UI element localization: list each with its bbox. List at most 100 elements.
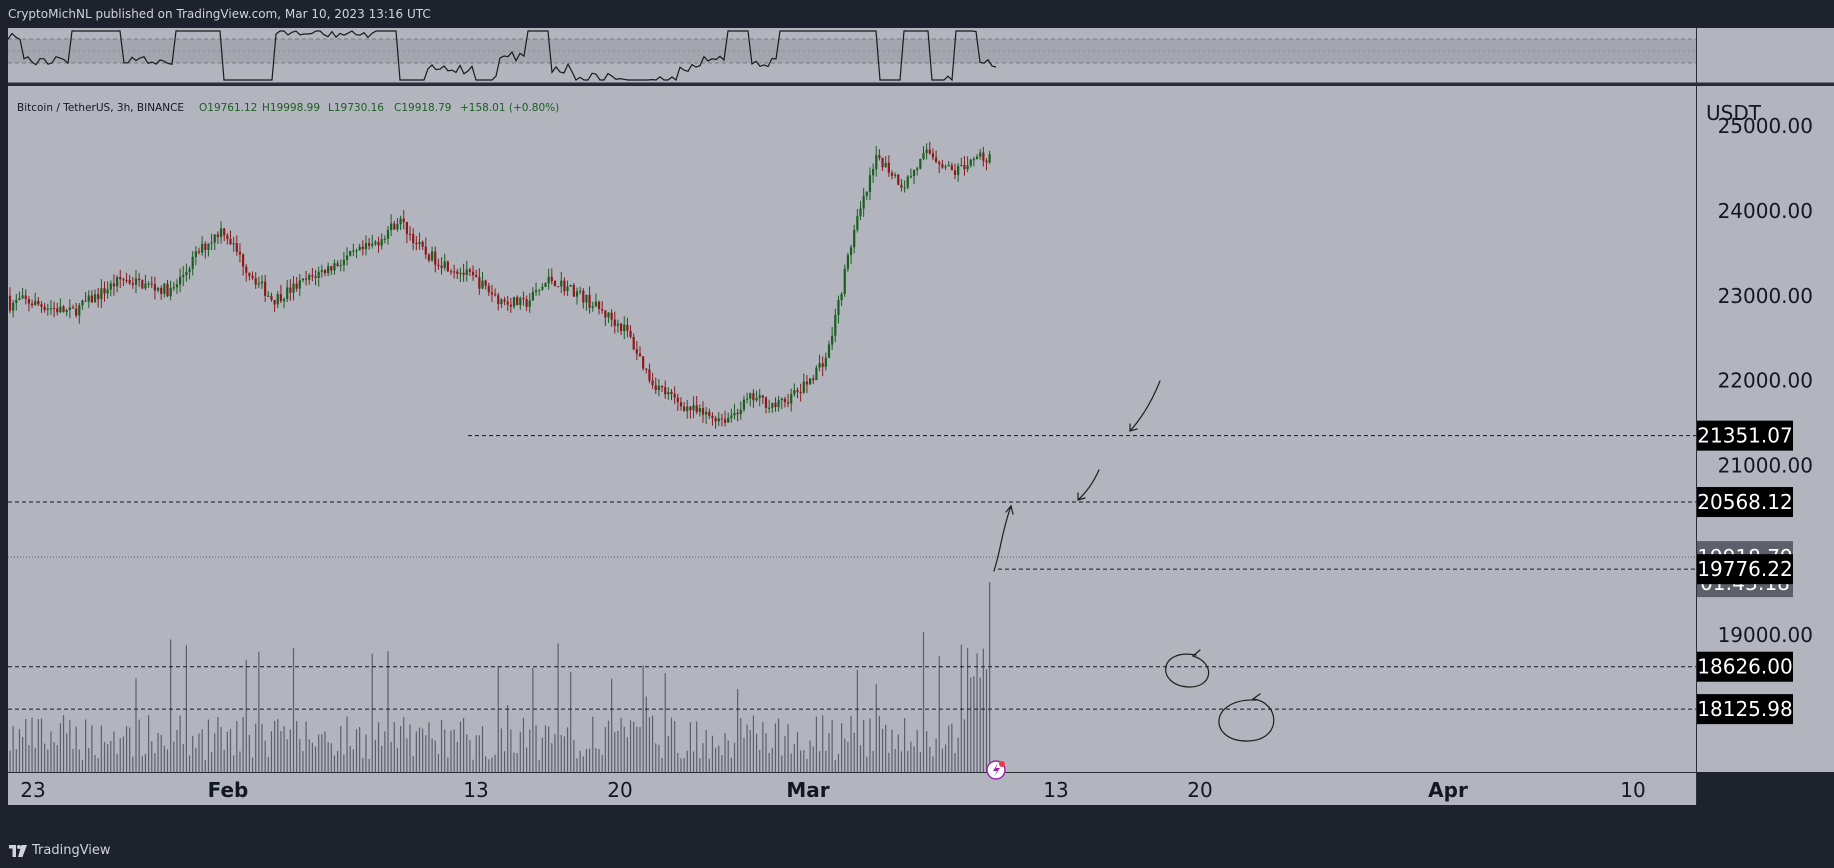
volume-bar	[459, 721, 462, 772]
candle	[953, 163, 957, 180]
candle	[642, 356, 645, 371]
candle	[8, 287, 12, 314]
candle	[887, 155, 890, 177]
volume-bar	[173, 741, 175, 772]
volume-bar	[856, 670, 858, 772]
volume-bar	[598, 749, 600, 772]
candle	[846, 252, 849, 273]
volume-bar	[280, 731, 282, 772]
volume-bar	[485, 756, 487, 772]
volume-bar	[122, 736, 124, 772]
candle	[402, 210, 405, 230]
bounce-arrow-annotation	[993, 505, 1012, 572]
candle	[282, 297, 286, 309]
candle	[490, 284, 494, 303]
volume-bar	[724, 733, 726, 772]
volume-bar	[516, 753, 518, 772]
volume-bar	[916, 730, 918, 772]
volume-bar	[362, 757, 364, 772]
volume-bar	[680, 758, 682, 772]
volume-bar	[22, 736, 24, 772]
candle	[969, 158, 972, 168]
candle	[758, 389, 761, 407]
candle	[109, 280, 112, 297]
candle	[534, 282, 538, 296]
volume-bar	[793, 744, 795, 772]
circle-annotation-upper	[1165, 649, 1210, 688]
candle	[679, 397, 683, 411]
candle	[194, 246, 197, 266]
tradingview-brand[interactable]: TradingView	[9, 843, 111, 858]
candle	[594, 293, 597, 307]
candle	[119, 269, 122, 289]
time-axis-label: Mar	[786, 778, 829, 802]
legend-close: C19918.79	[394, 102, 451, 114]
candle	[197, 247, 201, 255]
volume-bar	[211, 752, 213, 772]
candle	[349, 250, 352, 257]
volume-bar	[422, 728, 424, 772]
candle	[188, 266, 191, 280]
candle	[471, 265, 475, 281]
price-chart[interactable]: Bitcoin / TetherUS, 3h, BINANCE O19761.1…	[8, 28, 1834, 834]
time-axis-label: 20	[607, 778, 632, 802]
volume-bar	[179, 715, 181, 772]
candle	[210, 233, 213, 250]
volume-bar	[81, 759, 84, 772]
candle	[988, 150, 991, 165]
candle	[894, 172, 897, 179]
volume-bar	[796, 731, 799, 772]
candle	[512, 296, 516, 309]
candle	[453, 264, 456, 279]
candle	[478, 268, 481, 295]
events-icon[interactable]	[986, 760, 1006, 780]
volume-bar	[85, 719, 87, 772]
candle	[919, 158, 922, 170]
candle	[323, 268, 327, 277]
candle	[103, 281, 106, 302]
candle	[43, 303, 46, 313]
candle	[330, 265, 333, 275]
candle	[440, 257, 443, 275]
volume-bar	[292, 648, 295, 772]
candle	[654, 377, 657, 394]
volume-bar	[305, 721, 307, 772]
candle	[131, 277, 134, 289]
volume-bar	[116, 753, 118, 772]
candle	[522, 291, 525, 306]
volume-bar	[135, 678, 137, 772]
volume-bar	[614, 732, 616, 772]
candle	[40, 301, 43, 314]
indicator-price-scale	[1696, 28, 1834, 84]
candle	[689, 406, 692, 419]
volume-bar	[677, 752, 679, 772]
currency-label: USDT	[1706, 101, 1762, 125]
candle	[242, 253, 245, 276]
candle	[393, 220, 396, 230]
price-tick-label: 19000.00	[1718, 623, 1813, 647]
candle	[462, 263, 465, 282]
volume-bar	[929, 746, 931, 772]
candle	[68, 299, 71, 319]
volume-bar	[34, 747, 36, 772]
candle	[941, 159, 944, 169]
volume-bar	[850, 715, 852, 772]
volume-bar	[233, 755, 235, 772]
volume-bar	[699, 758, 701, 772]
candle	[468, 267, 471, 277]
volume-bar	[469, 740, 471, 772]
candle	[361, 240, 364, 256]
volume-bar	[453, 729, 455, 772]
volume-bar	[56, 745, 58, 772]
volume-bar	[113, 731, 115, 772]
candle	[21, 287, 24, 300]
legend-low: L19730.16	[328, 102, 384, 114]
candle	[931, 148, 935, 161]
volume-bar	[12, 726, 14, 772]
volume-bar	[544, 725, 547, 772]
candle	[390, 214, 393, 237]
candle	[824, 352, 827, 371]
candle	[317, 266, 320, 287]
candle	[884, 156, 887, 168]
symbol-name: Bitcoin / TetherUS, 3h, BINANCE	[17, 102, 184, 114]
